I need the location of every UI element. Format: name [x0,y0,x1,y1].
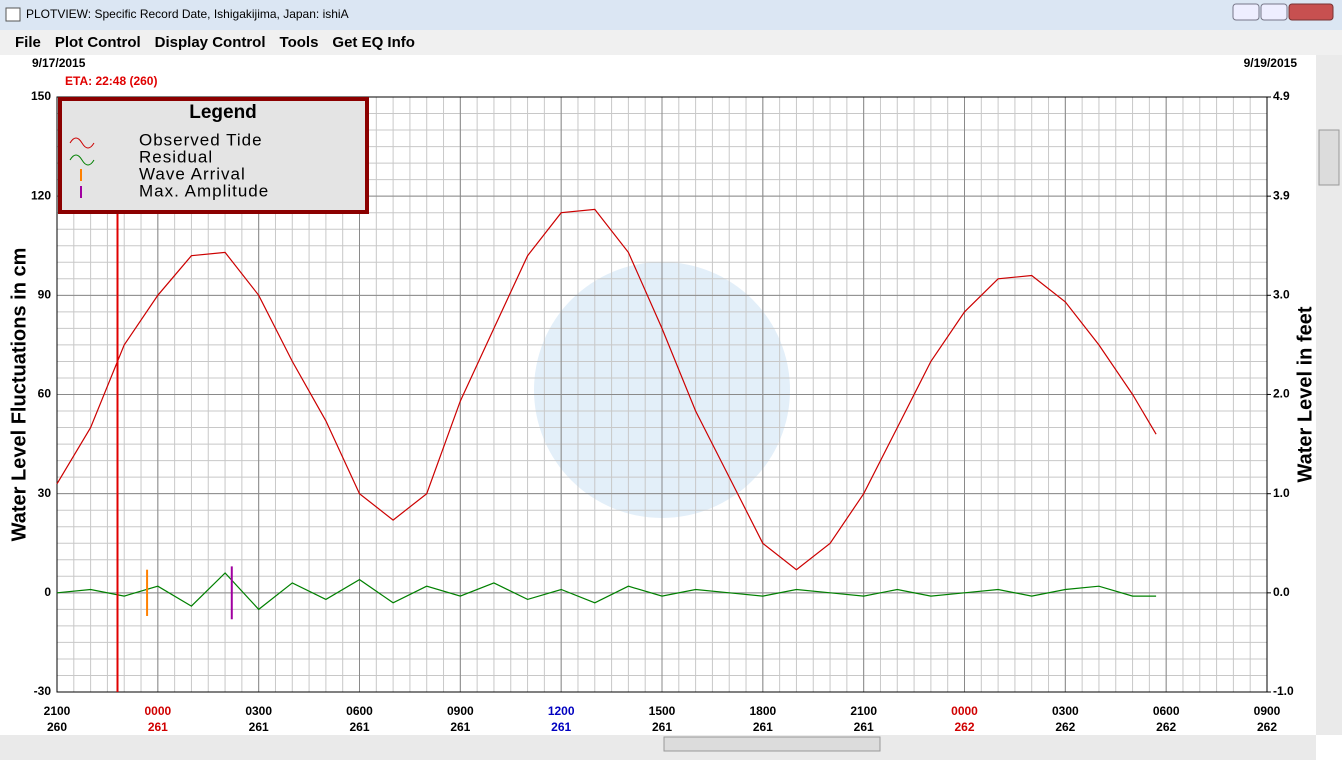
x-tick-day: 261 [450,720,470,734]
x-tick-label: 2100 [850,704,877,718]
start-date: 9/17/2015 [32,56,86,70]
x-tick-day: 262 [1156,720,1176,734]
y2-tick-label: 3.0 [1273,287,1290,301]
x-tick-day: 262 [1257,720,1277,734]
x-tick-label: 0600 [1153,704,1180,718]
x-tick-label: 1200 [548,704,575,718]
legend-icon [69,154,95,166]
y2-axis-label: Water Level in feet [1294,306,1316,482]
x-tick-label: 0900 [1254,704,1281,718]
x-tick-label: 0000 [144,704,171,718]
x-tick-label: 0000 [951,704,978,718]
series-line [56,208,1157,571]
maximize-button[interactable] [1260,3,1288,21]
y2-tick-label: -1.0 [1273,684,1294,698]
y-tick-label: -30 [34,684,52,698]
title-bar [0,0,1342,30]
legend-icon [69,137,95,149]
y-tick-label: 0 [44,585,51,599]
x-tick-day: 262 [1055,720,1075,734]
x-tick-day: 261 [753,720,773,734]
y-tick-label: 120 [31,188,51,202]
x-tick-label: 1800 [749,704,776,718]
y-tick-label: 30 [38,486,52,500]
menu-item[interactable]: File [15,34,41,51]
y2-tick-label: 1.0 [1273,486,1290,500]
y-tick-label: 150 [31,89,51,103]
scroll-thumb[interactable] [663,736,881,752]
y2-tick-label: 0.0 [1273,585,1290,599]
menu-bar [0,30,1342,55]
x-tick-label: 0900 [447,704,474,718]
menu-item[interactable]: Get EQ Info [332,34,415,51]
menu-item[interactable]: Tools [280,34,319,51]
x-tick-day: 261 [148,720,168,734]
x-tick-day: 261 [551,720,571,734]
x-tick-label: 2100 [44,704,71,718]
y-tick-label: 60 [38,387,52,401]
x-tick-day: 261 [249,720,269,734]
legend-title: Legend [189,102,257,123]
minimize-button[interactable] [1232,3,1260,21]
app-icon [5,7,21,22]
menu-item[interactable]: Plot Control [55,34,141,51]
x-tick-day: 261 [854,720,874,734]
series-line [56,572,1157,611]
window-title: PLOTVIEW: Specific Record Date, Ishigaki… [26,7,349,21]
x-tick-label: 0300 [245,704,272,718]
close-button[interactable] [1288,3,1334,21]
legend-box [58,97,369,214]
legend-entry: Observed Tide [139,130,263,149]
legend-entry: Residual [139,147,213,166]
y-tick-label: 90 [38,288,52,302]
end-date: 9/19/2015 [1244,56,1298,70]
horizontal-scrollbar[interactable] [0,735,1316,760]
scroll-thumb[interactable] [1318,129,1340,186]
y-axis-label: Water Level Fluctuations in cm [8,248,30,542]
x-tick-label: 0600 [346,704,373,718]
eta-label: ETA: 22:48 (260) [65,74,157,88]
legend-entry: Max. Amplitude [139,181,269,200]
legend-entry: Wave Arrival [139,164,246,183]
y2-tick-label: 2.0 [1273,387,1290,401]
x-tick-label: 0300 [1052,704,1079,718]
x-tick-label: 1500 [649,704,676,718]
menu-item[interactable]: Display Control [155,34,266,51]
y2-tick-label: 4.9 [1273,89,1290,103]
plot-frame [56,96,1268,693]
x-tick-day: 262 [954,720,974,734]
y2-tick-label: 3.9 [1273,188,1290,202]
x-tick-day: 261 [652,720,672,734]
x-tick-day: 260 [47,720,67,734]
x-tick-day: 261 [349,720,369,734]
